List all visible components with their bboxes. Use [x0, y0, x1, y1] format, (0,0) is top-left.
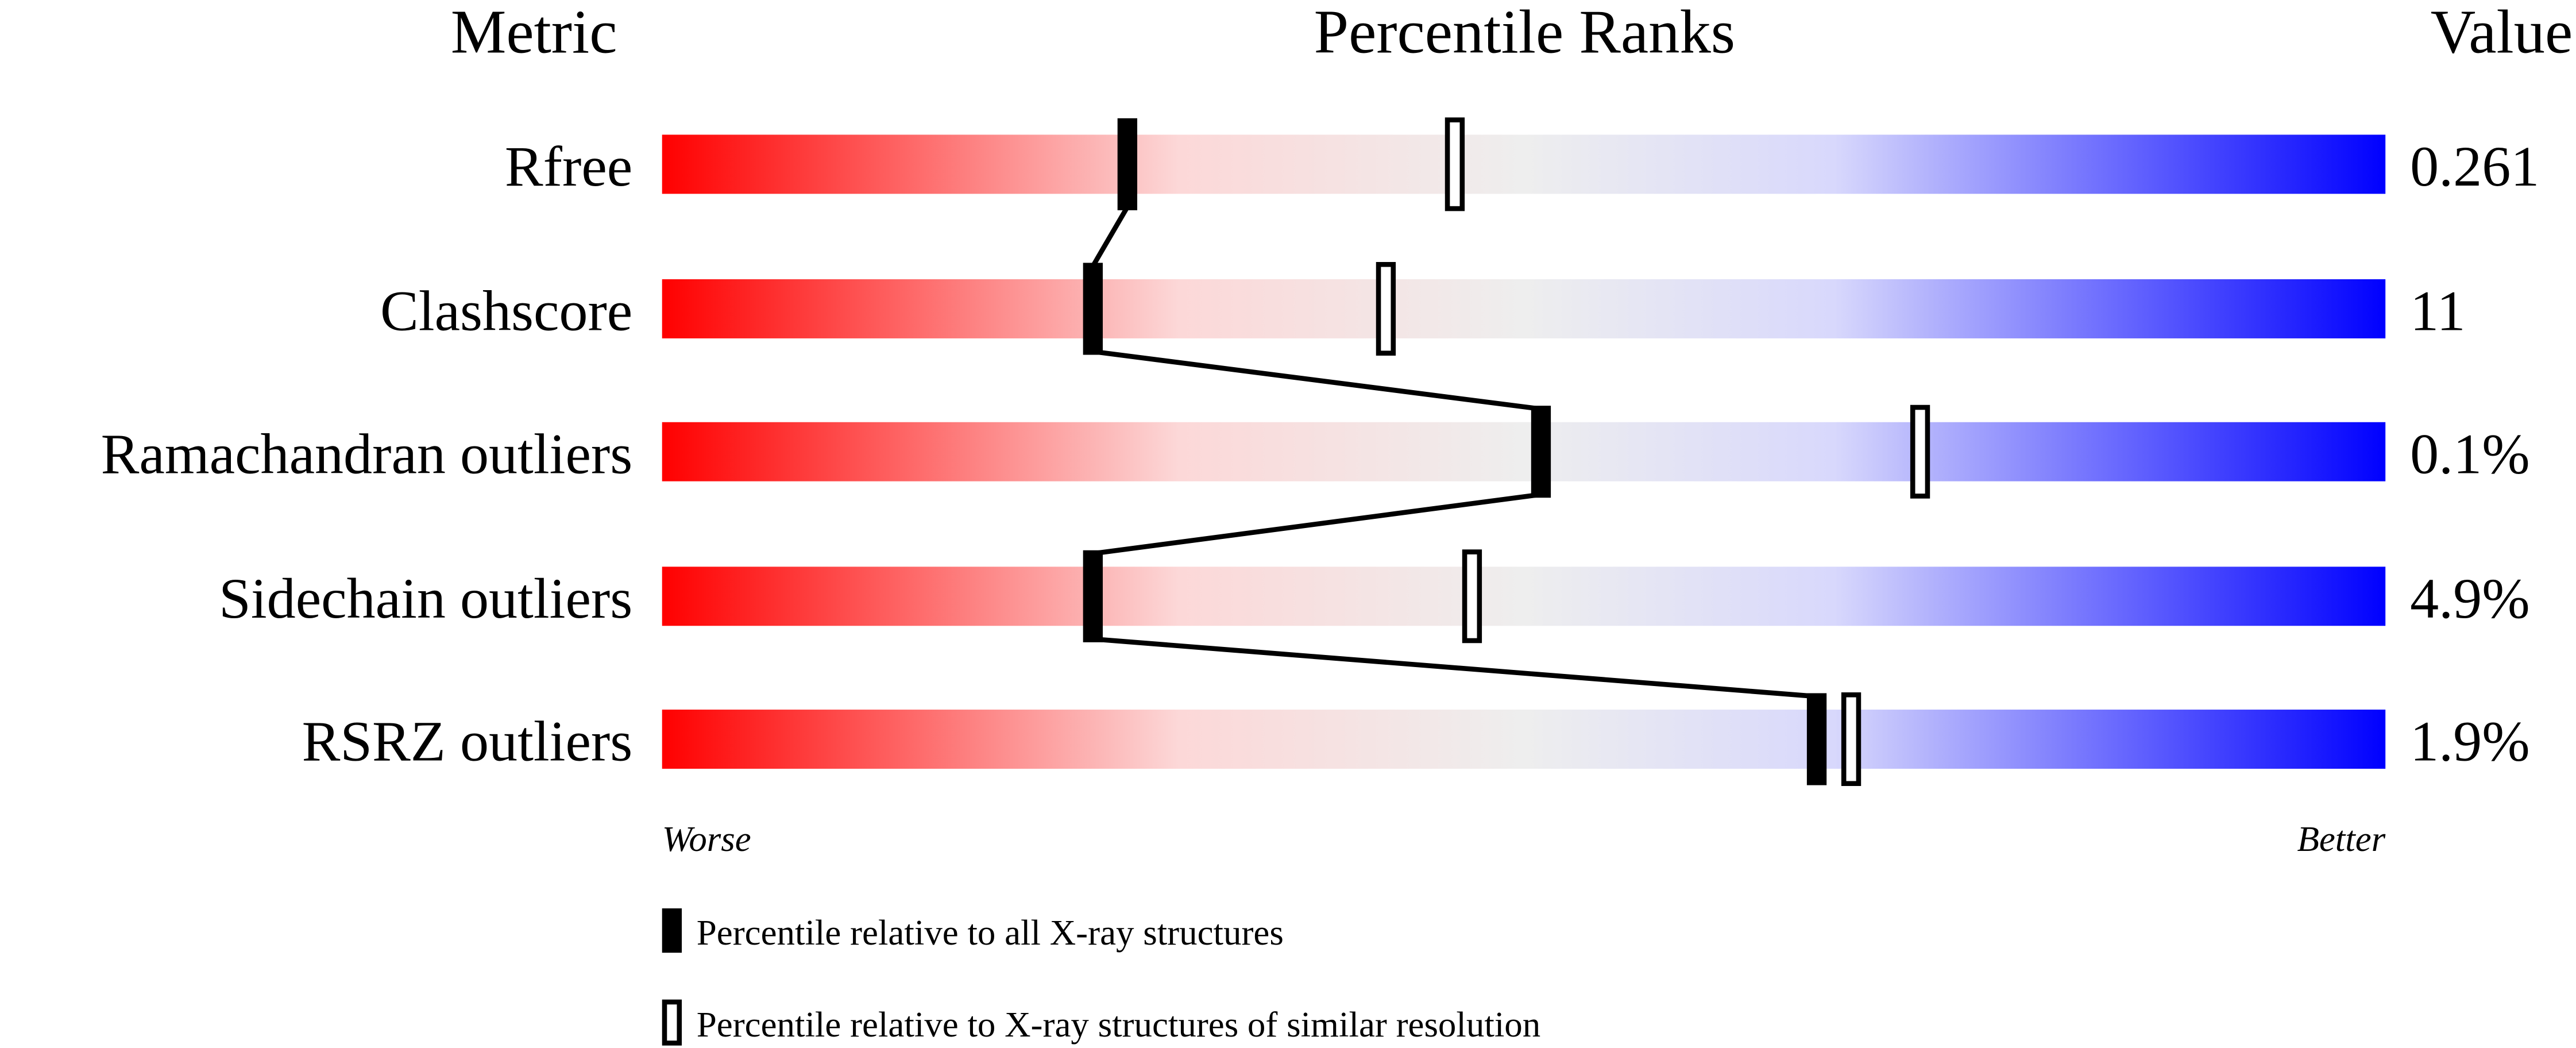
- axis-better-label: Better: [2297, 819, 2385, 859]
- connector-line: [1092, 349, 1542, 412]
- legend-filled-marker: [662, 908, 682, 953]
- metric-label: Clashscore: [380, 279, 632, 343]
- connector-line: [1091, 206, 1130, 268]
- marker-all-xray: [1083, 550, 1103, 642]
- metric-value: 0.261: [2410, 134, 2539, 198]
- percentile-bar: [662, 134, 2386, 194]
- legend-filled-label: Percentile relative to all X-ray structu…: [697, 912, 1284, 953]
- header-metric: Metric: [451, 0, 617, 66]
- marker-all-xray: [1806, 693, 1827, 785]
- metric-label: RSRZ outliers: [302, 710, 633, 773]
- legend-open-marker: [662, 999, 682, 1046]
- connector-line: [1092, 636, 1817, 699]
- marker-all-xray: [1083, 263, 1103, 355]
- percentile-bar: [662, 567, 2386, 626]
- marker-similar-resolution: [1841, 692, 1861, 786]
- marker-all-xray: [1531, 406, 1551, 498]
- metric-value: 0.1%: [2410, 422, 2530, 486]
- metric-label: Ramachandran outliers: [101, 422, 633, 486]
- metric-value: 1.9%: [2410, 710, 2530, 773]
- metric-value: 4.9%: [2410, 567, 2530, 630]
- percentile-bar: [662, 279, 2386, 338]
- connector-line: [1092, 492, 1542, 556]
- metric-label: Rfree: [505, 134, 632, 198]
- marker-similar-resolution: [1445, 117, 1465, 211]
- marker-all-xray: [1117, 118, 1138, 210]
- header-percentile-ranks: Percentile Ranks: [1314, 0, 1735, 66]
- marker-similar-resolution: [1462, 549, 1482, 644]
- percentile-bar: [662, 710, 2386, 769]
- header-value: Value: [2431, 0, 2573, 66]
- percentile-bar: [662, 422, 2386, 481]
- marker-similar-resolution: [1376, 261, 1396, 356]
- metric-value: 11: [2410, 279, 2465, 343]
- legend-open-label: Percentile relative to X-ray structures …: [697, 1004, 1540, 1045]
- marker-similar-resolution: [1910, 404, 1930, 499]
- axis-worse-label: Worse: [662, 819, 751, 859]
- metric-label: Sidechain outliers: [219, 567, 632, 630]
